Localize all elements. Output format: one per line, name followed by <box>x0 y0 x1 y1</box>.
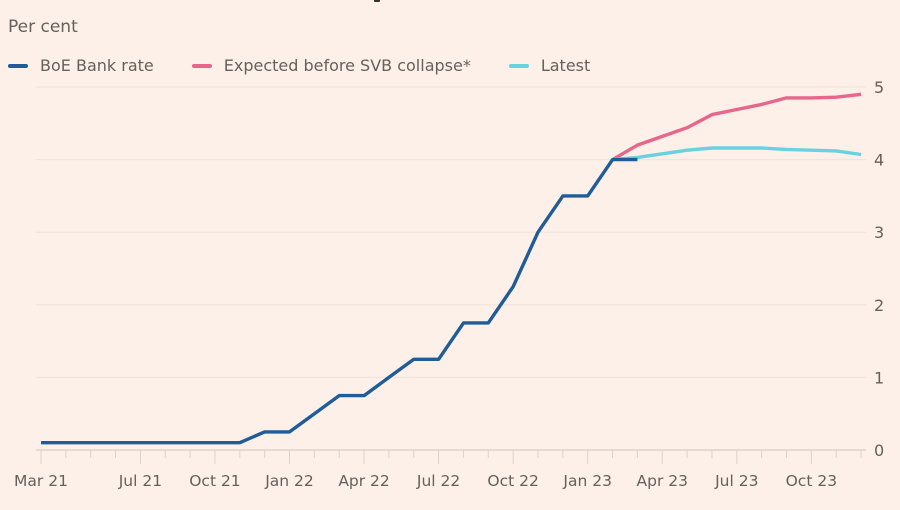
legend-swatch-expected <box>191 63 212 68</box>
legend-label: BoE Bank rate <box>40 56 154 75</box>
y-tick-label: 5 <box>874 78 884 97</box>
y-tick-label: 1 <box>874 368 884 387</box>
x-tick-label: Jan 23 <box>562 472 612 490</box>
x-tick-label: Jul 21 <box>118 472 162 490</box>
x-tick-label: Apr 22 <box>338 472 389 490</box>
y-tick-label: 4 <box>874 151 884 170</box>
y-tick-label: 3 <box>874 223 884 242</box>
x-tick-label: Oct 23 <box>786 472 837 490</box>
legend-swatch-boe <box>8 63 28 68</box>
legend: BoE Bank rate Expected before SVB collap… <box>8 56 628 75</box>
legend-item-boe-bank-rate: BoE Bank rate <box>8 56 154 75</box>
x-tick-label: Jul 23 <box>714 472 758 490</box>
x-tick-label: Mar 21 <box>14 472 68 490</box>
x-tick-label: Oct 22 <box>487 472 538 490</box>
x-tick-label: Oct 21 <box>189 472 240 490</box>
legend-item-expected: Expected before SVB collapse* <box>191 56 471 75</box>
legend-swatch-latest <box>508 63 529 68</box>
legend-label: Latest <box>540 56 591 75</box>
y-tick-label: 0 <box>874 441 884 460</box>
series-line-boe-bank-rate <box>41 157 638 445</box>
series-line-latest <box>612 146 862 162</box>
legend-item-latest: Latest <box>508 56 591 75</box>
y-axis-unit-label: Per cent <box>8 17 78 37</box>
legend-label: Expected before SVB collapse* <box>223 56 471 75</box>
series-line-expected-before-svb-collapse <box>611 92 862 162</box>
y-tick-label: 2 <box>874 296 884 315</box>
title-fragment <box>374 0 380 2</box>
x-tick-label: Jan 22 <box>264 472 314 490</box>
x-tick-label: Apr 23 <box>637 472 688 490</box>
x-tick-label: Jul 22 <box>416 472 460 490</box>
